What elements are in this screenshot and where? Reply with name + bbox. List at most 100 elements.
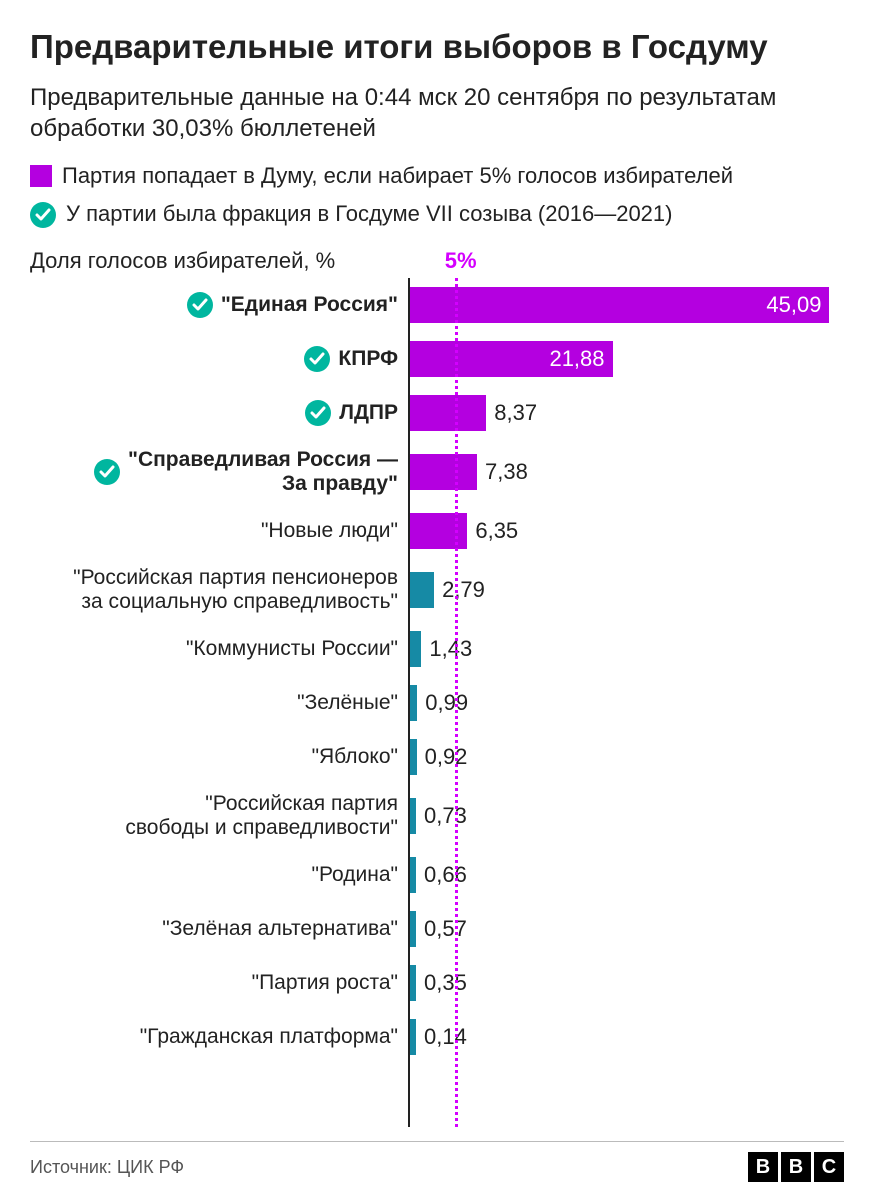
bar-label-wrap: "Яблоко" [30, 745, 408, 769]
bar-value: 0,73 [424, 803, 467, 829]
footer: Источник: ЦИК РФ BBC [30, 1141, 844, 1182]
party-name: "Справедливая Россия —За правду" [128, 448, 398, 495]
faction-check-icon [94, 459, 120, 485]
party-name: "Яблоко" [312, 745, 398, 769]
bar-label-wrap: "Партия роста" [30, 971, 408, 995]
bar-label-wrap: "Коммунисты России" [30, 637, 408, 661]
bar-label-wrap: "Зелёные" [30, 691, 408, 715]
bar-value: 0,99 [425, 690, 468, 716]
bar-area: 0,66 [408, 848, 844, 902]
bar-area: 7,38 [408, 440, 844, 504]
party-name: КПРФ [338, 347, 398, 371]
bar-value: 6,35 [475, 518, 518, 544]
threshold-label: 5% [445, 248, 477, 274]
y-axis-line [408, 278, 410, 1127]
bar-label-wrap: КПРФ [30, 346, 408, 372]
logo-letter: B [781, 1152, 811, 1182]
bar-value: 45,09 [766, 292, 821, 318]
bar-area: 0,99 [408, 676, 844, 730]
bar-label-wrap: "Гражданская платформа" [30, 1025, 408, 1049]
bar-area: 2,79 [408, 558, 844, 622]
bbc-logo: BBC [748, 1152, 844, 1182]
bar-area: 0,35 [408, 956, 844, 1010]
bar-value: 0,57 [424, 916, 467, 942]
bar-row: "Российская партиясвободы и справедливос… [30, 784, 844, 848]
bar-row: "Родина" 0,66 [30, 848, 844, 902]
party-name: "Родина" [312, 863, 398, 887]
source-text: Источник: ЦИК РФ [30, 1157, 184, 1178]
bar [408, 631, 421, 667]
bar-area: 45,09 [408, 278, 844, 332]
bar-row: "Единая Россия" 45,09 [30, 278, 844, 332]
bar-value: 1,43 [429, 636, 472, 662]
bar [408, 513, 467, 549]
party-name: "Партия роста" [252, 971, 398, 995]
legend-check-text: У партии была фракция в Госдуме VII созы… [66, 200, 672, 228]
bar-row: "Яблоко" 0,92 [30, 730, 844, 784]
bar-row: "Гражданская платформа" 0,14 [30, 1010, 844, 1064]
bar-chart: "Единая Россия" 45,09 КПРФ 21,88 ЛДПР 8,37 "Сп… [30, 278, 844, 1127]
bar-area: 21,88 [408, 332, 844, 386]
bar-label-wrap: ЛДПР [30, 400, 408, 426]
logo-letter: B [748, 1152, 778, 1182]
party-name: ЛДПР [339, 401, 398, 425]
faction-check-icon [305, 400, 331, 426]
bar [408, 572, 434, 608]
bar-value: 0,35 [424, 970, 467, 996]
logo-letter: C [814, 1152, 844, 1182]
bar-row: "Зелёная альтернатива" 0,57 [30, 902, 844, 956]
bar-row: "Справедливая Россия —За правду" 7,38 [30, 440, 844, 504]
legend-swatch-text: Партия попадает в Думу, если набирает 5%… [62, 162, 733, 190]
axis-label: Доля голосов избирателей, % [30, 248, 335, 274]
bar-row: КПРФ 21,88 [30, 332, 844, 386]
bar-label-wrap: "Российская партия пенсионеровза социаль… [30, 566, 408, 613]
bar-row: "Коммунисты России" 1,43 [30, 622, 844, 676]
party-name: "Российская партиясвободы и справедливос… [125, 792, 398, 839]
bar-area: 1,43 [408, 622, 844, 676]
faction-check-icon [304, 346, 330, 372]
legend-swatch-row: Партия попадает в Думу, если набирает 5%… [30, 162, 844, 190]
bar-value: 2,79 [442, 577, 485, 603]
bar-value: 21,88 [549, 346, 604, 372]
bar [408, 454, 477, 490]
bar-value: 0,92 [425, 744, 468, 770]
legend-swatch-icon [30, 165, 52, 187]
bar-label-wrap: "Зелёная альтернатива" [30, 917, 408, 941]
bar-row: "Зелёные" 0,99 [30, 676, 844, 730]
bar-area: 0,92 [408, 730, 844, 784]
legend-check-row: У партии была фракция в Госдуме VII созы… [30, 200, 844, 228]
bar-area: 8,37 [408, 386, 844, 440]
bar-area: 0,73 [408, 784, 844, 848]
bar-area: 0,14 [408, 1010, 844, 1064]
party-name: "Новые люди" [261, 519, 398, 543]
bar [408, 395, 486, 431]
party-name: "Зелёная альтернатива" [162, 917, 398, 941]
bar-label-wrap: "Российская партиясвободы и справедливос… [30, 792, 408, 839]
party-name: "Единая Россия" [221, 293, 398, 317]
legend-check-icon [30, 202, 56, 228]
bar: 45,09 [408, 287, 829, 323]
bar-row: "Российская партия пенсионеровза социаль… [30, 558, 844, 622]
party-name: "Коммунисты России" [186, 637, 398, 661]
bar-label-wrap: "Родина" [30, 863, 408, 887]
bar-row: "Новые люди" 6,35 [30, 504, 844, 558]
bar-row: "Партия роста" 0,35 [30, 956, 844, 1010]
bar-label-wrap: "Новые люди" [30, 519, 408, 543]
axis-label-row: Доля голосов избирателей, % 5% [30, 248, 844, 274]
bar-label-wrap: "Единая Россия" [30, 292, 408, 318]
bar-row: ЛДПР 8,37 [30, 386, 844, 440]
party-name: "Зелёные" [297, 691, 398, 715]
bar-value: 7,38 [485, 459, 528, 485]
chart-title: Предварительные итоги выборов в Госдуму [30, 28, 844, 66]
party-name: "Российская партия пенсионеровза социаль… [73, 566, 398, 613]
bar-area: 0,57 [408, 902, 844, 956]
faction-check-icon [187, 292, 213, 318]
party-name: "Гражданская платформа" [140, 1025, 398, 1049]
bar-value: 0,66 [424, 862, 467, 888]
bar-area: 6,35 [408, 504, 844, 558]
bar-label-wrap: "Справедливая Россия —За правду" [30, 448, 408, 495]
bar-value: 8,37 [494, 400, 537, 426]
bar: 21,88 [408, 341, 613, 377]
bar-value: 0,14 [424, 1024, 467, 1050]
chart-subtitle: Предварительные данные на 0:44 мск 20 се… [30, 82, 844, 144]
